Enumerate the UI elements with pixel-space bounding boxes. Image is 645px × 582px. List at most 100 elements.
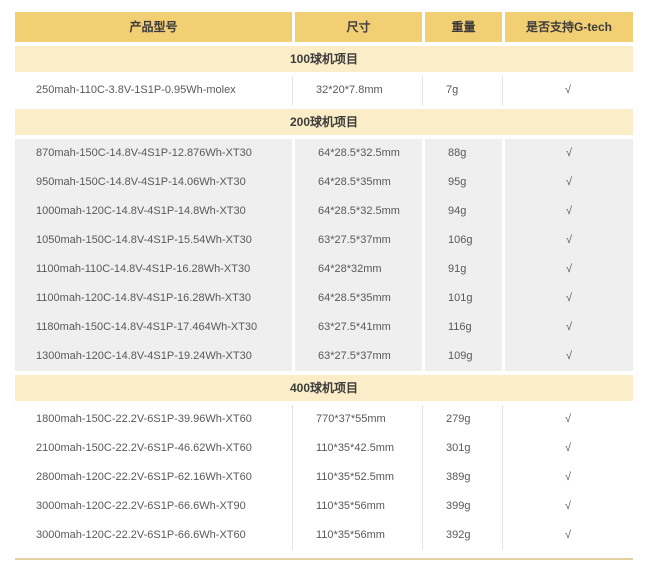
table-row: 2800mah-120C-22.2V-6S1P-62.16Wh-XT60 110… [15,463,633,492]
table-section: 400球机项目 1800mah-150C-22.2V-6S1P-39.96Wh-… [15,375,633,550]
cell-weight: 91g [422,255,502,284]
cell-model: 3000mah-120C-22.2V-6S1P-66.6Wh-XT90 [36,500,246,512]
checkmark: √ [565,350,573,362]
cell-model: 870mah-150C-14.8V-4S1P-12.876Wh-XT30 [36,147,252,159]
table-row: 1800mah-150C-22.2V-6S1P-39.96Wh-XT60 770… [15,405,633,434]
table-row: 1000mah-120C-14.8V-4S1P-14.8Wh-XT30 64*2… [15,197,633,226]
checkmark: √ [565,292,573,304]
cell-gtech: √ [502,342,633,371]
checkmark: √ [564,500,572,512]
table-row: 3000mah-120C-22.2V-6S1P-66.6Wh-XT60 110*… [15,521,633,550]
cell-gtech: √ [502,197,633,226]
cell-size: 110*35*52.5mm [292,463,422,492]
cell-weight: 399g [422,492,502,521]
cell-weight: 301g [422,434,502,463]
column-header-weight: 重量 [422,12,502,42]
cell-gtech: √ [502,76,633,105]
table-section: 100球机项目 250mah-110C-3.8V-1S1P-0.95Wh-mol… [15,46,633,105]
cell-size: 64*28.5*32.5mm [292,197,422,226]
cell-size: 64*28.5*35mm [292,284,422,313]
section-title: 100球机项目 [15,46,633,72]
checkmark: √ [564,413,572,425]
cell-gtech: √ [502,434,633,463]
table-row: 1100mah-110C-14.8V-4S1P-16.28Wh-XT30 64*… [15,255,633,284]
table-row: 1050mah-150C-14.8V-4S1P-15.54Wh-XT30 63*… [15,226,633,255]
cell-weight: 389g [422,463,502,492]
cell-weight: 88g [422,139,502,168]
table-row: 1100mah-120C-14.8V-4S1P-16.28Wh-XT30 64*… [15,284,633,313]
cell-size: 110*35*42.5mm [292,434,422,463]
cell-weight: 279g [422,405,502,434]
checkmark: √ [565,321,573,333]
cell-gtech: √ [502,284,633,313]
cell-gtech: √ [502,405,633,434]
cell-weight: 106g [422,226,502,255]
checkmark: √ [565,205,573,217]
checkmark: √ [565,176,573,188]
section-rows: 1800mah-150C-22.2V-6S1P-39.96Wh-XT60 770… [15,405,633,550]
cell-gtech: √ [502,226,633,255]
checkmark: √ [565,147,573,159]
cell-gtech: √ [502,313,633,342]
table-section: 200球机项目 870mah-150C-14.8V-4S1P-12.876Wh-… [15,109,633,371]
table-row: 2100mah-150C-22.2V-6S1P-46.62Wh-XT60 110… [15,434,633,463]
cell-size: 64*28*32mm [292,255,422,284]
cell-size: 63*27.5*37mm [292,342,422,371]
cell-model: 3000mah-120C-22.2V-6S1P-66.6Wh-XT60 [36,529,246,541]
cell-weight: 116g [422,313,502,342]
cell-weight: 392g [422,521,502,550]
column-header-gtech: 是否支持G-tech [502,12,633,42]
cell-model: 1100mah-110C-14.8V-4S1P-16.28Wh-XT30 [36,263,251,275]
cell-gtech: √ [502,521,633,550]
cell-model: 950mah-150C-14.8V-4S1P-14.06Wh-XT30 [36,176,246,188]
table-bottom-rule [15,558,633,560]
table-row: 250mah-110C-3.8V-1S1P-0.95Wh-molex 32*20… [15,76,633,105]
product-spec-table: 产品型号 尺寸 重量 是否支持G-tech 100球机项目 250mah-110… [15,12,633,560]
column-header-model: 产品型号 [15,12,292,42]
cell-size: 32*20*7.8mm [292,76,422,105]
cell-model: 1000mah-120C-14.8V-4S1P-14.8Wh-XT30 [36,205,246,217]
cell-size: 63*27.5*41mm [292,313,422,342]
section-rows: 870mah-150C-14.8V-4S1P-12.876Wh-XT30 64*… [15,139,633,371]
cell-weight: 7g [422,76,502,105]
table-header-row: 产品型号 尺寸 重量 是否支持G-tech [15,12,633,42]
table-body: 100球机项目 250mah-110C-3.8V-1S1P-0.95Wh-mol… [15,46,633,550]
checkmark: √ [564,442,572,454]
checkmark: √ [565,234,573,246]
cell-weight: 109g [422,342,502,371]
cell-size: 64*28.5*32.5mm [292,139,422,168]
cell-model: 1300mah-120C-14.8V-4S1P-19.24Wh-XT30 [36,350,252,362]
cell-gtech: √ [502,168,633,197]
cell-size: 770*37*55mm [292,405,422,434]
table-row: 1300mah-120C-14.8V-4S1P-19.24Wh-XT30 63*… [15,342,633,371]
cell-model: 250mah-110C-3.8V-1S1P-0.95Wh-molex [36,84,236,96]
cell-model: 2100mah-150C-22.2V-6S1P-46.62Wh-XT60 [36,442,252,454]
section-title: 400球机项目 [15,375,633,401]
table-row: 1180mah-150C-14.8V-4S1P-17.464Wh-XT30 63… [15,313,633,342]
cell-size: 64*28.5*35mm [292,168,422,197]
checkmark: √ [564,529,572,541]
cell-size: 63*27.5*37mm [292,226,422,255]
cell-model: 1800mah-150C-22.2V-6S1P-39.96Wh-XT60 [36,413,252,425]
cell-gtech: √ [502,463,633,492]
cell-size: 110*35*56mm [292,492,422,521]
cell-model: 1050mah-150C-14.8V-4S1P-15.54Wh-XT30 [36,234,252,246]
cell-weight: 94g [422,197,502,226]
table-row: 870mah-150C-14.8V-4S1P-12.876Wh-XT30 64*… [15,139,633,168]
cell-weight: 101g [422,284,502,313]
cell-gtech: √ [502,492,633,521]
cell-model: 1180mah-150C-14.8V-4S1P-17.464Wh-XT30 [36,321,258,333]
cell-gtech: √ [502,255,633,284]
section-title: 200球机项目 [15,109,633,135]
cell-model: 1100mah-120C-14.8V-4S1P-16.28Wh-XT30 [36,292,252,304]
table-row: 950mah-150C-14.8V-4S1P-14.06Wh-XT30 64*2… [15,168,633,197]
column-header-size: 尺寸 [292,12,422,42]
table-row: 3000mah-120C-22.2V-6S1P-66.6Wh-XT90 110*… [15,492,633,521]
cell-size: 110*35*56mm [292,521,422,550]
cell-weight: 95g [422,168,502,197]
cell-model: 2800mah-120C-22.2V-6S1P-62.16Wh-XT60 [36,471,252,483]
checkmark: √ [565,263,573,275]
section-rows: 250mah-110C-3.8V-1S1P-0.95Wh-molex 32*20… [15,76,633,105]
checkmark: √ [564,471,572,483]
